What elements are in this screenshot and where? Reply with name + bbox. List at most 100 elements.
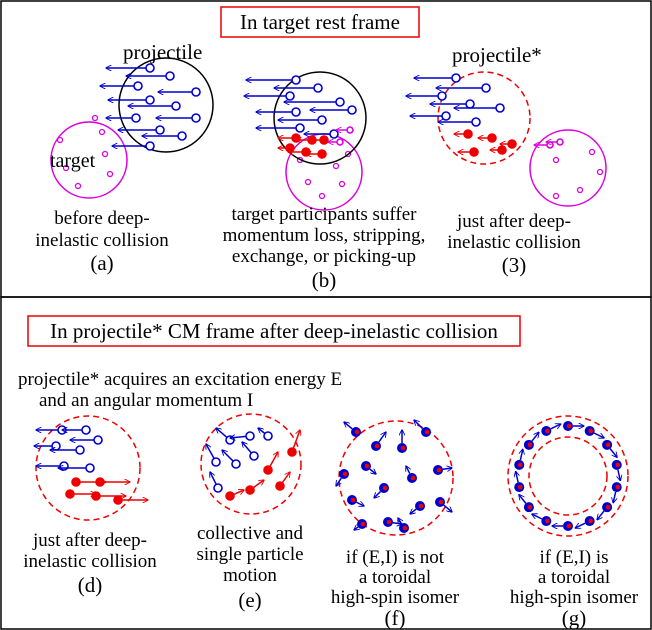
nucleon xyxy=(291,107,301,117)
target-nucleon xyxy=(304,178,312,186)
nucleon xyxy=(225,491,235,501)
target-nucleons xyxy=(56,114,114,190)
nucleon xyxy=(319,135,329,145)
diagram-g: if (E,I) is a toroidal high-spin isomer … xyxy=(507,415,639,630)
diagram-a: projectile target before deep- inelastic… xyxy=(35,40,214,275)
nucleon xyxy=(347,105,357,115)
nucleon-core xyxy=(364,463,370,469)
target-nucleon xyxy=(106,170,114,178)
nucleon-core xyxy=(410,475,416,481)
caption-b-line2: momentum loss, stripping, xyxy=(223,225,426,246)
nucleon-core xyxy=(566,523,572,529)
momentum-arrow xyxy=(613,491,615,503)
nucleon xyxy=(249,451,259,461)
nucleon xyxy=(81,425,91,435)
nucleon xyxy=(91,491,101,501)
momentum-arrow xyxy=(597,510,605,520)
target-label: target xyxy=(50,150,96,172)
caption-c-line2: inelastic collision xyxy=(447,232,581,253)
target-nucleon xyxy=(596,168,604,176)
momentum-arrow xyxy=(233,490,244,496)
nucleon-core xyxy=(418,503,424,509)
torus-inner-ring xyxy=(528,436,608,516)
nucleon-core xyxy=(402,525,408,531)
nucleon xyxy=(329,129,339,139)
projectile-label: projectile xyxy=(123,40,202,64)
nucleon xyxy=(75,445,85,455)
excited-projectile xyxy=(200,413,302,515)
nucleon-core xyxy=(360,521,366,527)
projectile-nucleus xyxy=(118,57,214,153)
nucleon xyxy=(85,463,95,473)
projectile-star-label: projectile* xyxy=(452,43,542,67)
nucleon-core xyxy=(350,497,356,503)
caption-a-label: (a) xyxy=(90,251,113,275)
diagram-f: if (E,I) is not a toroidal high-spin iso… xyxy=(331,420,460,630)
target-nucleon xyxy=(91,114,99,122)
nucleon xyxy=(165,71,175,81)
nucleon-arrows xyxy=(34,425,148,505)
momentum-arrow xyxy=(292,430,300,449)
momentum-arrow xyxy=(210,472,217,485)
diagram-d: just after deep- inelastic collision (d) xyxy=(23,415,157,597)
target-nucleus xyxy=(50,121,128,199)
nucleon-core xyxy=(342,471,348,477)
nucleon xyxy=(231,459,241,469)
target-participants xyxy=(454,129,517,157)
momentum-arrow xyxy=(269,452,278,467)
momentum-arrow xyxy=(398,518,401,524)
nucleon xyxy=(346,126,354,134)
target-nucleon xyxy=(62,164,70,172)
nucleon-core xyxy=(386,519,392,525)
nucleon xyxy=(211,457,221,467)
target-nucleon xyxy=(56,136,64,144)
nucleon xyxy=(191,113,201,123)
bottom-panel-border xyxy=(0,296,652,630)
momentum-arrow xyxy=(531,432,539,442)
momentum-arrow xyxy=(336,477,342,486)
note-line1: projectile* acquires an excitation energ… xyxy=(18,369,342,390)
momentum-arrow xyxy=(242,442,252,454)
nucleon xyxy=(113,495,123,505)
momentum-arrow xyxy=(222,450,234,462)
nucleon-core xyxy=(588,518,593,524)
excited-projectile xyxy=(437,71,531,165)
momentum-arrow xyxy=(618,469,620,481)
momentum-arrow xyxy=(406,466,410,474)
momentum-arrow xyxy=(414,420,423,429)
nucleon xyxy=(469,147,479,157)
nucleon xyxy=(507,139,517,149)
nucleon xyxy=(145,63,155,73)
target-nucleons xyxy=(534,138,604,200)
diagram-e: collective and single particle motion (e… xyxy=(196,413,304,612)
nucleon-core xyxy=(588,428,593,434)
momentum-arrow xyxy=(258,428,266,435)
momentum-arrow xyxy=(443,504,452,512)
nucleon xyxy=(285,91,295,101)
nucleon xyxy=(71,477,81,487)
nucleon-core xyxy=(517,484,523,490)
nucleon xyxy=(145,141,155,151)
target-nucleus xyxy=(285,133,363,211)
momentum-arrow xyxy=(575,522,586,528)
nucleon xyxy=(275,481,285,491)
caption-d-line2: inelastic collision xyxy=(23,551,157,572)
nucleon-core xyxy=(438,499,444,505)
caption-e-label: (e) xyxy=(238,588,261,612)
momentum-arrow xyxy=(516,472,518,483)
nucleon xyxy=(287,447,297,457)
target-nucleus xyxy=(529,129,607,207)
nucleon-core xyxy=(545,428,550,434)
nucleon xyxy=(51,441,61,451)
nucleon-core xyxy=(382,485,388,491)
nucleon xyxy=(487,133,497,143)
nucleon xyxy=(65,489,75,499)
nucleon xyxy=(313,83,323,93)
nucleon-core xyxy=(615,484,621,490)
nucleon xyxy=(441,111,451,121)
nucleon xyxy=(481,83,491,93)
nucleon xyxy=(245,485,255,495)
target-nucleon xyxy=(588,148,596,156)
nucleon xyxy=(291,75,301,85)
